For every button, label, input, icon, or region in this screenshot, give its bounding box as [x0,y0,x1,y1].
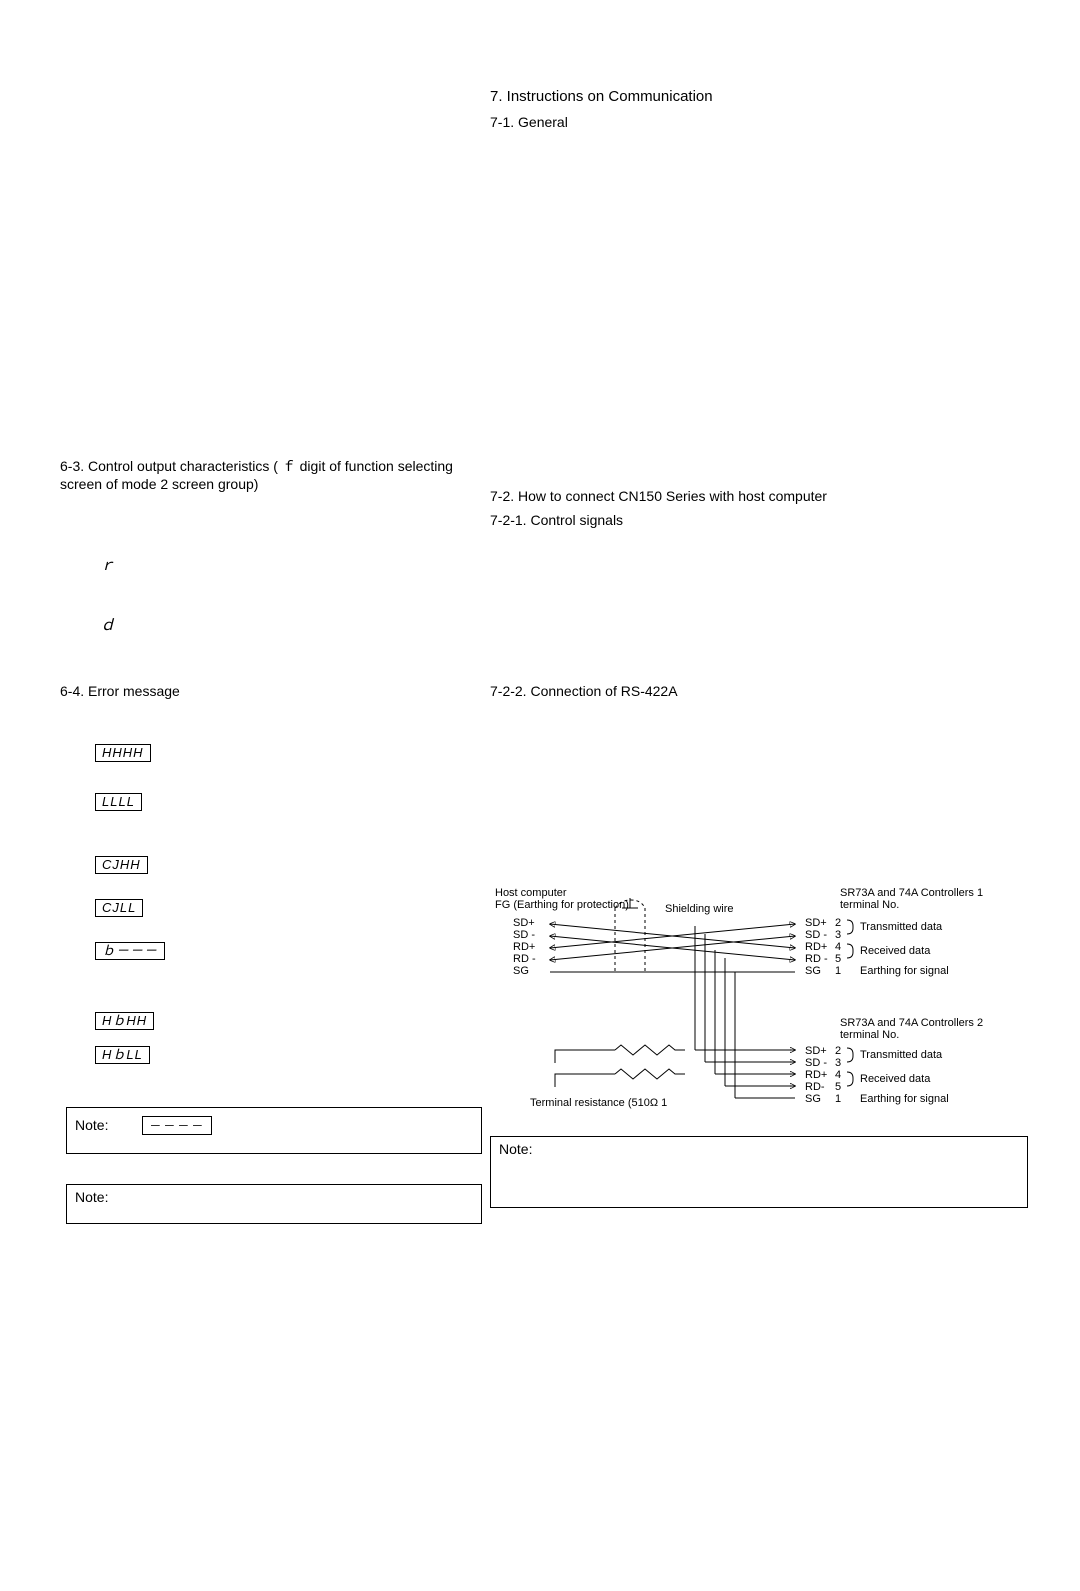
note-right-label: Note: [499,1141,532,1157]
section-6-3-title: 6-3. Control output characteristics ( ｆ … [60,456,490,492]
error-code-cjhh: CJHH [95,856,148,874]
section-7-1-title: 7-1. General [490,114,568,130]
error-code-b: ｂ－－－ [95,942,165,960]
section-7-2-1-title: 7-2-1. Control signals [490,512,623,528]
note1-seg-dashes: －－－－ [142,1116,212,1135]
document-page: 6-3. Control output characteristics ( ｆ … [0,0,1080,1591]
section-7-title: 7. Instructions on Communication [490,88,713,105]
error-code-hbll: HｂLL [95,1046,150,1064]
section-7-2-2-title: 7-2-2. Connection of RS-422A [490,683,678,699]
rs422a-wiring-diagram: Host computer FG (Earthing for protectio… [495,888,1035,1108]
section-7-2-title: 7-2. How to connect CN150 Series with ho… [490,488,827,504]
note-box-1: Note: －－－－ [66,1107,482,1154]
error-code-cjll: CJLL [95,899,143,917]
error-code-hhhh: HHHH [95,744,151,762]
control-action-d-glyph: ｄ [100,614,115,635]
note-box-right: Note: [490,1136,1028,1208]
control-action-r-glyph: ｒ [100,554,115,575]
error-code-llll: LLLL [95,793,142,811]
note1-label: Note: [75,1117,108,1133]
error-code-hbhh: HｂHH [95,1012,154,1030]
note-box-2: Note: [66,1184,482,1224]
section-6-4-title: 6-4. Error message [60,683,180,699]
note2-label: Note: [75,1189,108,1205]
wiring-svg [495,888,1035,1108]
